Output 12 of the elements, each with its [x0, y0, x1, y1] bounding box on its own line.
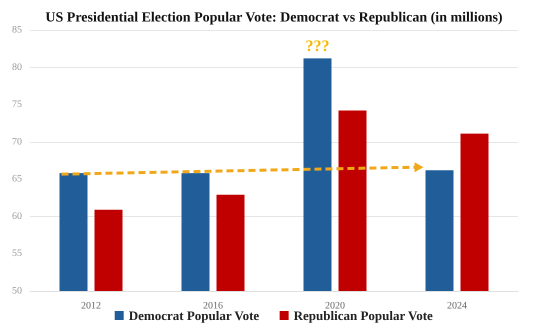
y-tick-label: 50	[12, 286, 22, 296]
x-tick-label: 2024	[447, 300, 467, 312]
annotation: ???	[306, 38, 330, 55]
y-tick-label: 70	[12, 136, 22, 148]
y-tick-label: 75	[12, 99, 22, 110]
y-tick-label: 65	[12, 174, 22, 185]
y-tick-label: 60	[12, 210, 22, 222]
x-tick-label: 2012	[81, 300, 101, 312]
chart-title: US Presidential Election Popular Vote: Democrat vs Republican (in millions)	[45, 10, 503, 26]
y-tick-label: 85	[12, 24, 22, 36]
y-tick-label: 80	[12, 62, 22, 73]
y-tick-label: 55	[12, 248, 22, 260]
